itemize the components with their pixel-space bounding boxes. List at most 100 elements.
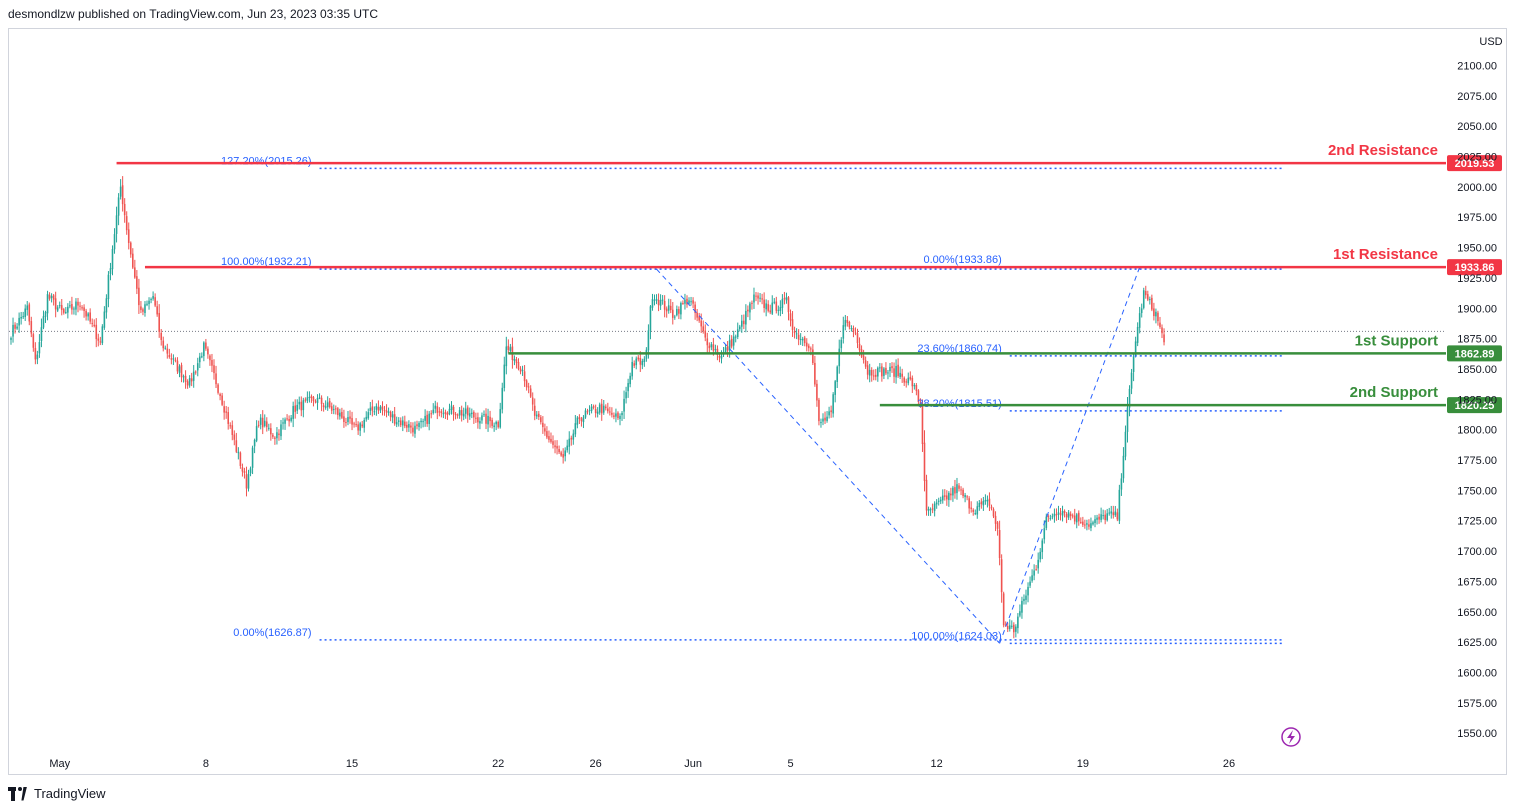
candle-body <box>767 304 769 311</box>
candle-body <box>416 424 418 427</box>
candle-body <box>71 304 73 310</box>
candle-body <box>1138 313 1141 328</box>
candle-body <box>142 309 144 312</box>
price-tick-label: 1925.00 <box>1457 273 1497 285</box>
candle-body <box>621 412 623 416</box>
candle-body <box>1130 372 1133 389</box>
candle-body <box>665 308 668 312</box>
candle-body <box>479 421 481 424</box>
candle-body <box>933 503 936 511</box>
level-price-tag <box>1447 259 1502 276</box>
candle-body <box>278 433 280 436</box>
candle-body <box>28 304 31 322</box>
candle-body <box>718 355 721 358</box>
trend-line <box>999 266 1141 644</box>
candle-body <box>1061 510 1064 516</box>
candle-body <box>1112 512 1115 516</box>
candle-body <box>538 413 540 417</box>
candle-body <box>958 485 960 489</box>
candle-body <box>629 375 631 385</box>
candle-body <box>217 384 219 393</box>
candle-body <box>657 299 660 306</box>
candle-body <box>747 309 749 312</box>
price-axis[interactable]: USD 2100.00 2075.00 2050.00 2025.00 2000.00 19… <box>1457 36 1502 740</box>
candle-body <box>205 342 207 349</box>
candle-body <box>129 242 132 255</box>
candle-body <box>489 416 491 422</box>
candle-body <box>359 423 361 431</box>
candle-body <box>791 319 794 331</box>
candle-body <box>1013 624 1015 633</box>
candle-body <box>625 392 627 399</box>
candle-body <box>710 344 713 348</box>
candle-body <box>671 309 674 318</box>
candle-body <box>332 408 335 410</box>
candle-body <box>154 297 156 306</box>
candle-body <box>941 495 944 501</box>
candle-body <box>763 299 765 309</box>
candle-body <box>787 297 790 313</box>
candle-body <box>65 311 67 313</box>
candle-body <box>1006 625 1009 630</box>
candle-body <box>899 372 901 378</box>
candle-body <box>836 366 839 382</box>
candle-body <box>1155 311 1157 317</box>
candle-body <box>889 366 891 372</box>
candle-body <box>326 402 329 408</box>
candle-body <box>724 347 727 353</box>
candle-body <box>1017 616 1019 629</box>
candle-body <box>939 499 942 502</box>
candle-body <box>1144 291 1147 296</box>
candle-body <box>1069 513 1072 517</box>
candle-body <box>243 471 246 473</box>
candle-body <box>550 438 552 442</box>
candle-body <box>590 406 593 411</box>
level-price-tag-text: 1820.25 <box>1455 400 1495 412</box>
price-chart[interactable]: 127.20%(2015.26) 100.00%(1932.21) 0.00%(16… <box>9 29 1506 774</box>
candle-body <box>952 487 954 496</box>
candle-body <box>381 406 384 410</box>
candle-body <box>198 356 201 363</box>
candle-body <box>793 331 796 333</box>
time-axis[interactable]: May 8 15 22 26 Jun 5 12 19 26 <box>49 758 1235 770</box>
candle-body <box>178 366 181 373</box>
candle-body <box>274 437 276 439</box>
price-tick-label: 1825.00 <box>1457 394 1497 406</box>
candle-body <box>477 417 479 423</box>
candle-body <box>609 411 611 413</box>
candle-body <box>521 369 524 371</box>
candle-body <box>391 414 394 418</box>
candle-body <box>556 446 558 449</box>
candle-body <box>515 359 518 363</box>
candle-body <box>544 428 546 432</box>
candle-body <box>816 383 818 401</box>
candle-body <box>355 424 357 426</box>
price-tick-label: 2000.00 <box>1457 182 1497 194</box>
candle-body <box>637 357 640 360</box>
candle-body <box>1132 356 1135 372</box>
candle-body <box>420 420 422 423</box>
time-tick-label: Jun <box>684 758 702 770</box>
candle-body <box>241 467 244 472</box>
time-tick-label: 22 <box>492 758 504 770</box>
candle-body <box>935 502 938 505</box>
candle-body <box>844 319 847 327</box>
candle-body <box>113 234 116 250</box>
candle-body <box>1094 519 1096 523</box>
time-tick-label: 26 <box>590 758 602 770</box>
candle-body <box>976 506 979 515</box>
candle-body <box>978 502 981 508</box>
candle-body <box>852 328 855 332</box>
candle-body <box>231 425 234 435</box>
candle-body <box>296 404 299 411</box>
trend-lines <box>656 266 1141 644</box>
candle-body <box>617 412 619 419</box>
candle-body <box>734 336 737 338</box>
candle-body <box>93 324 96 327</box>
candle-body <box>251 447 254 468</box>
candle-body <box>1067 512 1070 518</box>
candle-body <box>525 380 528 388</box>
candle-body <box>412 427 414 433</box>
candle-body <box>229 425 232 427</box>
candle-body <box>708 345 711 349</box>
